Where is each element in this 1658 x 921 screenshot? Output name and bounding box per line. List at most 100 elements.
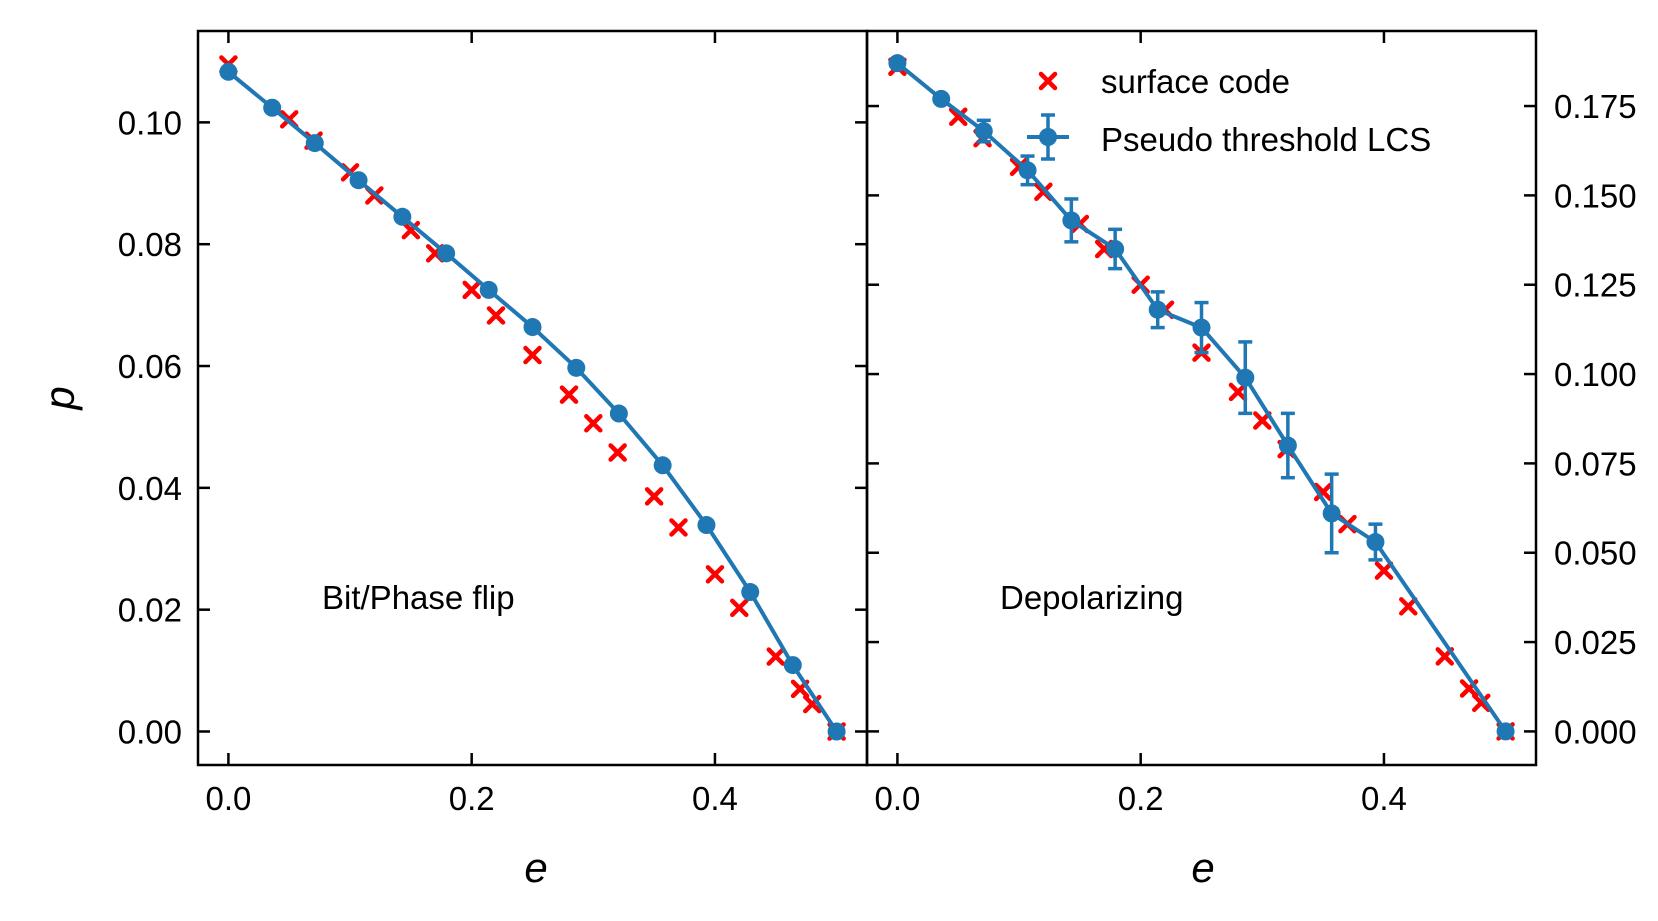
right-series xyxy=(888,54,1515,741)
right-lcs-point xyxy=(1192,318,1211,337)
left-x-axis-label: e xyxy=(524,844,547,891)
left-lcs-point xyxy=(741,583,760,602)
left-surface-code-point xyxy=(462,280,481,300)
left-lcs-point xyxy=(263,98,282,117)
right-axes-frame xyxy=(865,29,1538,767)
left-ytick-label: 0.06 xyxy=(118,348,182,385)
right-lcs-point xyxy=(1496,722,1515,741)
left-surface-code-stroke xyxy=(608,443,627,462)
right-x-axis-label: e xyxy=(1191,844,1214,891)
left-surface-code-point xyxy=(766,647,786,666)
left-lcs-point xyxy=(219,62,238,81)
left-surface-code-stroke xyxy=(669,518,688,537)
left-surface-code-stroke xyxy=(462,280,481,300)
left-lcs-point xyxy=(609,404,628,423)
right-ytick-label: 0.000 xyxy=(1554,713,1637,750)
left-xtick-label: 0.4 xyxy=(692,780,738,817)
left-lcs-point xyxy=(349,171,368,190)
right-surface-code-stroke xyxy=(1399,597,1418,616)
legend-marker-pseudo-threshold xyxy=(1027,113,1069,161)
left-annotation: Bit/Phase flip xyxy=(322,579,515,616)
left-panel: 0.0 0.2 0.4 0.00 0.02 0.04 0.06 0.08 0.10 Bit/Ph… xyxy=(36,29,869,891)
right-surface-code-point xyxy=(1228,382,1248,402)
left-surface-code-point xyxy=(669,518,688,537)
right-surface-code-stroke xyxy=(948,107,968,127)
left-ytick-label: 0.00 xyxy=(118,713,182,750)
left-surface-code-stroke xyxy=(705,565,725,584)
right-xtick-label: 0.4 xyxy=(1361,780,1407,817)
left-axes-frame xyxy=(196,29,869,767)
right-ticks xyxy=(867,31,1536,765)
left-xtick-label: 0.0 xyxy=(205,780,251,817)
right-ytick-label: 0.125 xyxy=(1554,267,1637,304)
left-lcs-line xyxy=(227,70,839,733)
right-ytick-label: 0.150 xyxy=(1554,177,1637,214)
right-lcs-point xyxy=(1322,504,1341,523)
right-ytick-label: 0.075 xyxy=(1554,445,1637,482)
left-ytick-label: 0.08 xyxy=(118,226,182,263)
left-surface-code-point xyxy=(584,414,603,433)
left-y-axis-label: p xyxy=(36,386,83,411)
right-lcs-point xyxy=(1018,161,1037,180)
right-surface-code-point xyxy=(948,107,968,127)
right-surface-code-point xyxy=(1399,597,1418,616)
right-tick-labels: 0.0 0.2 0.4 0.000 0.025 0.050 0.075 0.100 0.125 0… xyxy=(874,88,1636,817)
right-ytick-label: 0.100 xyxy=(1554,356,1637,393)
right-ytick-label: 0.175 xyxy=(1554,88,1637,125)
right-surface-code-point xyxy=(1374,561,1394,580)
left-surface-code-stroke xyxy=(584,414,603,433)
right-lcs-point xyxy=(932,89,951,108)
right-lcs-point xyxy=(1106,239,1125,258)
right-lcs-point xyxy=(1148,300,1167,319)
left-surface-code-point xyxy=(705,565,725,584)
left-surface-code-point xyxy=(608,443,627,462)
left-lcs-point xyxy=(567,358,586,377)
left-ytick-label: 0.10 xyxy=(118,104,182,141)
legend-label-pseudo-threshold: Pseudo threshold LCS xyxy=(1101,121,1431,158)
left-surface-code-stroke xyxy=(486,306,506,325)
left-lcs-point xyxy=(783,656,802,675)
legend-marker-surface-code xyxy=(1038,71,1058,91)
right-lcs-point xyxy=(888,54,907,73)
right-surface-code-stroke xyxy=(1009,157,1029,177)
right-surface-code-stroke xyxy=(1472,693,1491,713)
left-lcs-point xyxy=(437,244,456,263)
right-panel: 0.0 0.2 0.4 0.000 0.025 0.050 0.075 0.100 0.125 0… xyxy=(865,29,1637,891)
right-surface-code-point xyxy=(1472,693,1491,713)
right-surface-code-stroke xyxy=(1374,561,1394,580)
right-lcs-point xyxy=(1366,533,1385,552)
legend: surface code Pseudo threshold LCS xyxy=(1027,63,1431,161)
left-lcs-point xyxy=(523,318,542,337)
right-lcs-point xyxy=(1062,211,1081,230)
left-lcs-point xyxy=(653,456,672,475)
right-surface-code-stroke xyxy=(1034,182,1053,202)
left-series xyxy=(219,55,846,741)
left-lcs-point xyxy=(393,207,412,226)
left-surface-code-stroke xyxy=(766,647,786,666)
left-surface-code-stroke xyxy=(644,487,664,506)
left-surface-code-point xyxy=(644,487,664,506)
right-lcs-line xyxy=(896,61,1508,733)
left-lcs-point xyxy=(479,280,498,299)
right-ytick-label: 0.050 xyxy=(1554,535,1637,572)
right-lcs-point xyxy=(974,122,993,141)
left-surface-code-stroke xyxy=(559,385,579,404)
left-ytick-label: 0.04 xyxy=(118,470,182,507)
left-xtick-label: 0.2 xyxy=(449,780,495,817)
right-lcs-point xyxy=(1236,368,1255,387)
right-surface-code-stroke xyxy=(1228,382,1248,402)
right-xtick-label: 0.2 xyxy=(1118,780,1164,817)
legend-label-surface-code: surface code xyxy=(1101,63,1290,100)
right-ytick-label: 0.025 xyxy=(1554,624,1637,661)
left-lcs-point xyxy=(305,134,324,153)
left-surface-code-point xyxy=(730,598,749,618)
left-lcs-point xyxy=(827,722,846,741)
left-surface-code-point xyxy=(486,306,506,325)
left-ticks xyxy=(198,31,867,765)
left-surface-code-point xyxy=(559,385,579,404)
left-ytick-label: 0.02 xyxy=(118,592,182,629)
left-surface-code-stroke xyxy=(730,598,749,618)
right-annotation: Depolarizing xyxy=(1000,579,1183,616)
left-surface-code-point xyxy=(523,345,542,365)
